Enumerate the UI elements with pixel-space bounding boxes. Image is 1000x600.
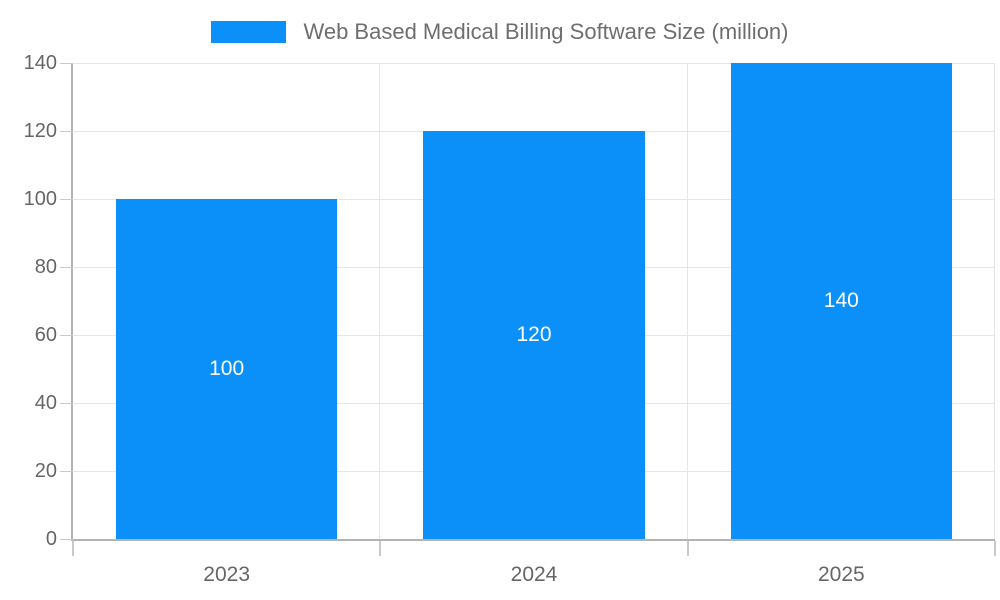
x-axis-category-label: 2024 <box>510 563 558 586</box>
y-axis-tick-label: 40 <box>34 392 57 414</box>
y-axis-tick-label: 140 <box>23 52 57 74</box>
y-axis-tick <box>60 538 73 540</box>
plot-area: 100 120 140 <box>71 62 995 541</box>
y-axis-tick-label: 60 <box>34 324 57 346</box>
x-axis-tick <box>379 541 382 556</box>
y-axis-tick-label: 120 <box>23 120 57 142</box>
x-axis-tick <box>994 541 996 556</box>
x-axis-tick <box>72 541 74 556</box>
x-axis-tick <box>686 541 689 556</box>
x-axis-category-label: 2025 <box>817 563 865 586</box>
bar-2025 <box>730 63 952 539</box>
y-axis-tick <box>60 334 73 336</box>
y-axis-tick-label: 100 <box>23 188 57 210</box>
y-axis-tick-label: 0 <box>45 528 57 550</box>
y-axis-tick <box>60 198 73 200</box>
legend-item[interactable]: Web Based Medical Billing Software Size … <box>0 19 1000 45</box>
y-axis-tick <box>60 62 73 64</box>
y-axis-tick <box>60 470 73 472</box>
legend-swatch-icon <box>211 21 287 43</box>
bar-value-label: 100 <box>209 357 245 380</box>
legend-label: Web Based Medical Billing Software Size … <box>303 19 789 44</box>
category-boundary-gridline <box>686 63 688 539</box>
bar-value-label: 120 <box>516 323 552 346</box>
category-boundary-gridline <box>994 63 995 539</box>
y-axis-tick <box>60 266 73 268</box>
y-axis-tick <box>60 402 73 404</box>
bar-2023 <box>116 199 338 539</box>
y-axis-tick-label: 80 <box>34 256 57 278</box>
y-gridline <box>73 62 995 64</box>
y-axis-tick <box>60 130 73 132</box>
bar-2024 <box>423 131 645 539</box>
category-boundary-gridline <box>379 63 381 539</box>
x-axis-category-label: 2023 <box>203 563 251 586</box>
bar-value-label: 140 <box>823 289 859 312</box>
y-axis-tick-label: 20 <box>34 460 57 482</box>
